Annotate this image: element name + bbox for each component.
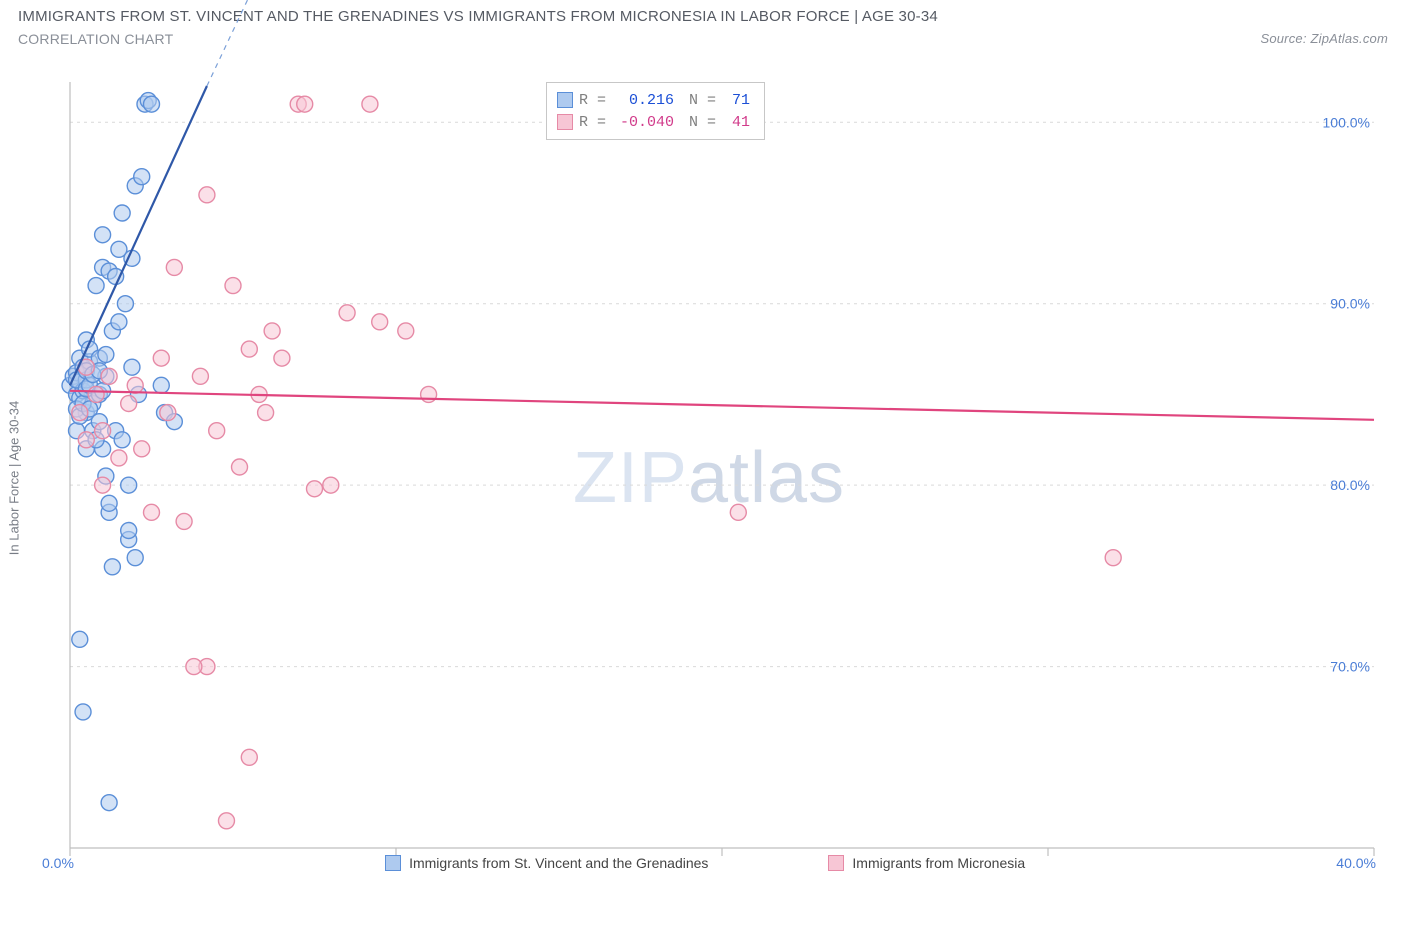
bottom-legend: 0.0% Immigrants from St. Vincent and the… [36,848,1382,878]
stats-row-svg: R = 0.216 N = 71 [557,89,750,111]
legend-label-mic: Immigrants from Micronesia [852,855,1025,871]
stat-n-value-mic: 41 [722,114,750,131]
subtitle-row: CORRELATION CHART Source: ZipAtlas.com [0,29,1406,53]
source-label: Source: ZipAtlas.com [1260,31,1388,47]
stat-r-value-mic: -0.040 [612,114,674,131]
svg-text:90.0%: 90.0% [1330,296,1370,312]
legend-item-mic: Immigrants from Micronesia [828,855,1025,871]
stats-legend-box: R = 0.216 N = 71 R = -0.040 N = 41 [546,82,765,140]
stat-r-label: R = [579,114,606,131]
chart-title: IMMIGRANTS FROM ST. VINCENT AND THE GREN… [0,0,1406,29]
svg-text:70.0%: 70.0% [1330,659,1370,675]
legend-label-svg: Immigrants from St. Vincent and the Gren… [409,855,708,871]
legend-item-svg: Immigrants from St. Vincent and the Gren… [385,855,708,871]
svg-text:80.0%: 80.0% [1330,477,1370,493]
stat-n-label: N = [680,114,716,131]
legend-swatch-mic [828,855,844,871]
swatch-svg [557,92,573,108]
stats-row-mic: R = -0.040 N = 41 [557,111,750,133]
stat-r-value-svg: 0.216 [612,92,674,109]
legend-center: Immigrants from St. Vincent and the Gren… [385,855,1025,871]
x-axis-max-label: 40.0% [1336,855,1376,871]
legend-swatch-svg [385,855,401,871]
chart-area: In Labor Force | Age 30-34 ZIPatlas 70.0… [36,78,1382,878]
x-axis-min-label: 0.0% [42,855,74,871]
stat-n-label: N = [680,92,716,109]
y-axis-label: In Labor Force | Age 30-34 [7,401,22,555]
stat-n-value-svg: 71 [722,92,750,109]
chart-subtitle: CORRELATION CHART [18,31,173,47]
swatch-mic [557,114,573,130]
stat-r-label: R = [579,92,606,109]
scatter-plot: 70.0% 80.0% 90.0% 100.0% [62,78,1382,878]
svg-text:100.0%: 100.0% [1323,114,1370,130]
